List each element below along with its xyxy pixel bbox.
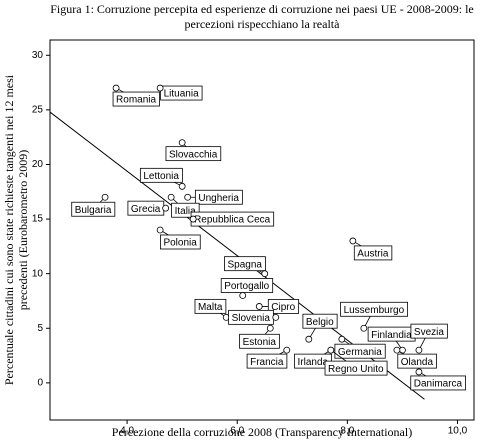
label-box [139, 167, 183, 183]
point [255, 303, 263, 310]
y-axis-label: Percentuale cittadini cui sono state ric… [2, 74, 16, 385]
label-box [224, 256, 266, 272]
point [239, 292, 247, 299]
point [266, 324, 274, 332]
label-box [334, 343, 386, 359]
point-label: Bulgaria [75, 205, 112, 216]
point [112, 84, 120, 92]
point-label: Ungheria [198, 193, 239, 204]
y-tick-label: 30 [32, 50, 44, 61]
point [261, 270, 269, 278]
label-box [165, 146, 222, 162]
y-tick-label: 0 [37, 378, 43, 389]
point [338, 335, 346, 343]
point-label: Slovacchia [169, 149, 218, 160]
y-tick-label: 15 [32, 214, 44, 225]
point-label: Lussemburgo [344, 305, 405, 316]
point [178, 182, 186, 190]
point-label: Malta [198, 302, 223, 313]
x-tick-label: 10,0 [448, 426, 468, 437]
point-label: Lituania [164, 89, 199, 100]
point [415, 346, 423, 354]
point-label: Danimarca [414, 379, 463, 390]
point-label: Germania [338, 347, 382, 358]
label-box [340, 301, 409, 317]
point-label: Portogallo [224, 281, 269, 292]
point [360, 324, 368, 332]
point-label: Italia [175, 206, 197, 217]
point [167, 193, 175, 201]
label-box [410, 375, 466, 391]
point-label: Francia [250, 357, 284, 368]
y-tick-label: 10 [32, 268, 44, 279]
point [415, 368, 423, 376]
x-tick-label: 4,0 [120, 426, 134, 437]
point-label: Estonia [243, 337, 277, 348]
label-box [220, 278, 274, 293]
label-box [160, 234, 201, 250]
y-axis-label: precedenti (Eurobarometro 2009) [16, 150, 30, 311]
point [349, 237, 357, 245]
label-box [246, 353, 288, 369]
point [156, 226, 164, 234]
point-label: Romania [116, 95, 156, 106]
label-box [267, 299, 300, 314]
point [327, 346, 335, 354]
point-label: Spagna [228, 259, 263, 270]
label-box [410, 323, 448, 339]
point-label: Irlanda [298, 357, 329, 368]
y-tick-label: 20 [32, 159, 44, 170]
point [101, 193, 109, 201]
point-label: Finlandia [371, 330, 412, 341]
chart-title: percezioni rispecchiano la realtà [185, 17, 341, 31]
point-label: Polonia [163, 238, 197, 249]
point [156, 84, 164, 92]
point-label: Repubblica Ceca [194, 215, 271, 226]
point [162, 204, 170, 212]
point [305, 335, 313, 343]
y-tick-label: 5 [37, 323, 43, 334]
point [283, 346, 291, 354]
x-tick-label: 8,0 [340, 426, 354, 437]
point [184, 193, 192, 201]
point-label: Grecia [131, 204, 161, 215]
label-box [160, 85, 203, 101]
point [189, 215, 197, 223]
label-box [397, 353, 437, 369]
label-box [71, 201, 116, 217]
label-box [353, 245, 393, 261]
x-axis-label: Percezione della corruzione 2008 (Transp… [112, 425, 412, 439]
point [178, 139, 186, 147]
label-box [112, 91, 160, 107]
point-label: Slovenia [232, 313, 271, 324]
label-box [302, 313, 338, 329]
label-box [239, 333, 280, 349]
point-label: Olanda [401, 357, 434, 368]
point [393, 346, 401, 354]
point-label: Cipro [271, 302, 295, 313]
point-label: Austria [357, 249, 389, 260]
point-label: Svezia [414, 327, 444, 338]
label-box [324, 360, 388, 376]
point-label: Regno Unito [328, 364, 384, 375]
point [272, 313, 280, 321]
y-tick-label: 25 [32, 105, 44, 116]
label-box [194, 189, 243, 205]
point-label: Belgio [306, 317, 334, 328]
point-label: Lettonia [143, 171, 179, 182]
x-tick-label: 6,0 [230, 426, 244, 437]
label-box [194, 298, 227, 314]
chart-title: Figura 1: Corruzione percepita ed esperi… [50, 2, 474, 16]
